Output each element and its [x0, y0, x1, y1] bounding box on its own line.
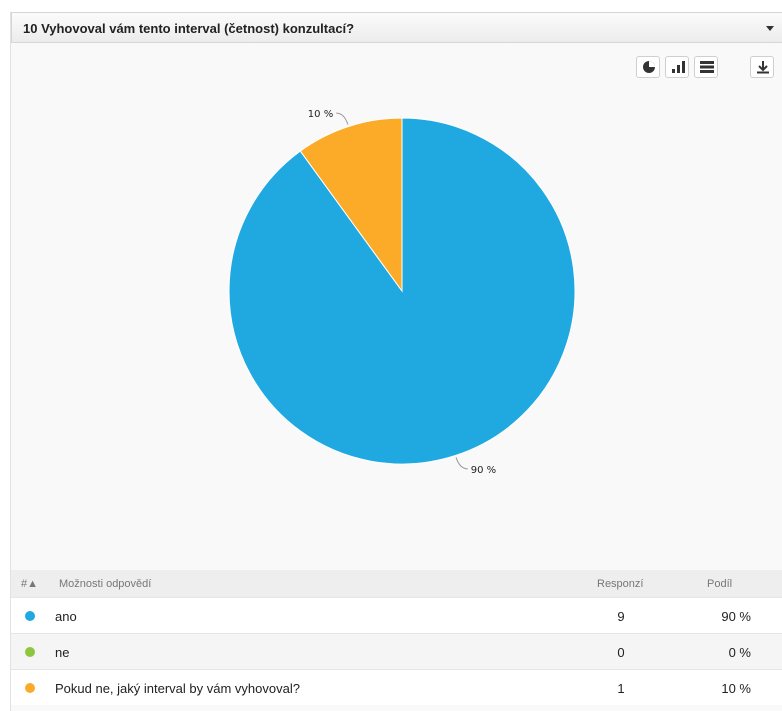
- share-value: 90 %: [721, 609, 751, 624]
- table-icon: [700, 61, 714, 73]
- pie-slice-2[interactable]: [299, 117, 403, 293]
- response-count: 9: [617, 609, 625, 624]
- series-color-dot: [25, 647, 35, 657]
- question-panel: 10 Vyhovoval vám tento interval (četnost…: [10, 12, 782, 711]
- option-label: Pokud ne, jaký interval by vám vyhovoval…: [55, 681, 300, 696]
- response-count: 1: [617, 681, 625, 696]
- options-header[interactable]: Možnosti odpovědí: [59, 578, 152, 590]
- download-button[interactable]: [750, 56, 774, 78]
- option-label: ano: [55, 609, 77, 624]
- pie-chart-button[interactable]: [636, 56, 660, 78]
- share-value: 10 %: [721, 681, 751, 696]
- pie-chart-icon: [643, 61, 655, 73]
- table-row: ne 0 0 %: [11, 633, 782, 669]
- option-label: ne: [55, 645, 70, 660]
- pie-data-label-0: 90 %: [471, 465, 496, 476]
- share-value: 0 %: [728, 645, 751, 660]
- pie-leader-line-2: [336, 112, 349, 125]
- share-header[interactable]: Podíl: [707, 578, 733, 590]
- bar-chart-icon: [672, 61, 685, 73]
- response-count: 0: [617, 645, 625, 660]
- series-color-dot: [25, 611, 35, 621]
- table-row: ano 9 90 %: [11, 597, 782, 633]
- series-color-dot: [25, 683, 35, 693]
- chevron-down-icon[interactable]: [766, 26, 774, 31]
- pie-leader-line-0: [455, 457, 468, 470]
- sort-index-header[interactable]: #▲: [21, 578, 39, 590]
- question-header[interactable]: 10 Vyhovoval vám tento interval (četnost…: [11, 12, 782, 43]
- table-button[interactable]: [694, 56, 718, 78]
- responses-header[interactable]: Responzí: [597, 578, 644, 590]
- bar-chart-button[interactable]: [665, 56, 689, 78]
- table-header: #▲ Možnosti odpovědí Responzí Podíl: [11, 570, 782, 597]
- table-row: Pokud ne, jaký interval by vám vyhovoval…: [11, 669, 782, 705]
- question-title: 10 Vyhovoval vám tento interval (četnost…: [23, 21, 355, 36]
- download-icon: [757, 61, 769, 74]
- pie-chart: 90 % 10 %: [228, 109, 576, 476]
- pie-data-label-2: 10 %: [308, 109, 333, 120]
